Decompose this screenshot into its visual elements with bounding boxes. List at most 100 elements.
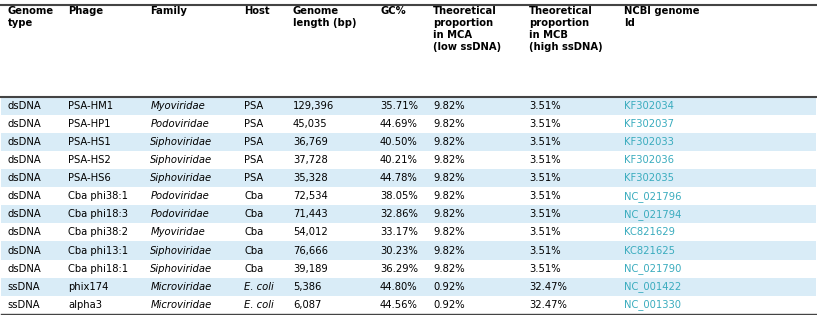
Text: dsDNA: dsDNA <box>8 119 42 129</box>
Text: 3.51%: 3.51% <box>529 155 560 165</box>
Text: E. coli: E. coli <box>244 282 274 292</box>
Text: 44.78%: 44.78% <box>380 173 417 183</box>
Text: Podoviridae: Podoviridae <box>150 119 209 129</box>
Text: 3.51%: 3.51% <box>529 245 560 255</box>
Text: PSA: PSA <box>244 155 263 165</box>
Text: KC821629: KC821629 <box>624 227 676 238</box>
Text: 3.51%: 3.51% <box>529 119 560 129</box>
Text: NC_021790: NC_021790 <box>624 263 681 274</box>
Text: PSA-HP1: PSA-HP1 <box>68 119 110 129</box>
Bar <box>2 296 815 314</box>
Text: Cba: Cba <box>244 245 263 255</box>
Text: 3.51%: 3.51% <box>529 137 560 147</box>
Text: Podoviridae: Podoviridae <box>150 209 209 219</box>
Text: 3.51%: 3.51% <box>529 227 560 238</box>
Text: 6,087: 6,087 <box>292 300 321 310</box>
Text: 32.86%: 32.86% <box>380 209 417 219</box>
Text: Theoretical
proportion
in MCA
(low ssDNA): Theoretical proportion in MCA (low ssDNA… <box>433 6 501 52</box>
Text: Microviridae: Microviridae <box>150 282 212 292</box>
Text: 9.82%: 9.82% <box>433 137 465 147</box>
Text: 3.51%: 3.51% <box>529 173 560 183</box>
Text: 33.17%: 33.17% <box>380 227 417 238</box>
Text: 45,035: 45,035 <box>292 119 328 129</box>
Text: KF302036: KF302036 <box>624 155 674 165</box>
Text: Cba: Cba <box>244 209 263 219</box>
Bar <box>2 115 815 133</box>
Text: NC_001422: NC_001422 <box>624 281 681 292</box>
Text: dsDNA: dsDNA <box>8 209 42 219</box>
Text: 9.82%: 9.82% <box>433 191 465 201</box>
Text: PSA: PSA <box>244 137 263 147</box>
Text: KF302035: KF302035 <box>624 173 674 183</box>
Text: 3.51%: 3.51% <box>529 191 560 201</box>
Text: 35.71%: 35.71% <box>380 101 418 111</box>
Text: Cba: Cba <box>244 227 263 238</box>
Text: 32.47%: 32.47% <box>529 282 567 292</box>
Text: 129,396: 129,396 <box>292 101 334 111</box>
Text: 40.50%: 40.50% <box>380 137 417 147</box>
Text: dsDNA: dsDNA <box>8 155 42 165</box>
Text: 9.82%: 9.82% <box>433 264 465 274</box>
Text: PSA-HM1: PSA-HM1 <box>68 101 114 111</box>
Text: Cba phi38:2: Cba phi38:2 <box>68 227 128 238</box>
Text: PSA: PSA <box>244 101 263 111</box>
Text: Myoviridae: Myoviridae <box>150 101 205 111</box>
Text: NC_001330: NC_001330 <box>624 300 681 310</box>
Text: Family: Family <box>150 6 187 16</box>
Text: Myoviridae: Myoviridae <box>150 227 205 238</box>
Text: Theoretical
proportion
in MCB
(high ssDNA): Theoretical proportion in MCB (high ssDN… <box>529 6 603 52</box>
Text: KF302033: KF302033 <box>624 137 674 147</box>
Text: PSA-HS1: PSA-HS1 <box>68 137 111 147</box>
Text: Phage: Phage <box>68 6 103 16</box>
Text: Cba phi13:1: Cba phi13:1 <box>68 245 128 255</box>
Bar <box>2 97 815 115</box>
Bar <box>2 151 815 169</box>
Bar <box>2 169 815 187</box>
Bar <box>2 187 815 205</box>
Text: Cba: Cba <box>244 264 263 274</box>
Text: 44.69%: 44.69% <box>380 119 417 129</box>
Text: PSA: PSA <box>244 173 263 183</box>
Text: 0.92%: 0.92% <box>433 300 465 310</box>
Text: 9.82%: 9.82% <box>433 155 465 165</box>
Text: PSA: PSA <box>244 119 263 129</box>
Text: 44.56%: 44.56% <box>380 300 417 310</box>
Text: dsDNA: dsDNA <box>8 137 42 147</box>
Text: 9.82%: 9.82% <box>433 173 465 183</box>
Text: Cba phi38:1: Cba phi38:1 <box>68 191 128 201</box>
Text: 71,443: 71,443 <box>292 209 328 219</box>
Text: alpha3: alpha3 <box>68 300 102 310</box>
Text: 30.23%: 30.23% <box>380 245 417 255</box>
Text: KC821625: KC821625 <box>624 245 676 255</box>
Text: 9.82%: 9.82% <box>433 245 465 255</box>
Bar <box>2 223 815 242</box>
Bar <box>2 133 815 151</box>
Text: Siphoviridae: Siphoviridae <box>150 173 212 183</box>
Text: 39,189: 39,189 <box>292 264 328 274</box>
Bar <box>2 278 815 296</box>
Text: Siphoviridae: Siphoviridae <box>150 137 212 147</box>
Text: 76,666: 76,666 <box>292 245 328 255</box>
Text: ssDNA: ssDNA <box>8 300 41 310</box>
Text: dsDNA: dsDNA <box>8 191 42 201</box>
Text: NCBI genome
Id: NCBI genome Id <box>624 6 700 28</box>
Text: ssDNA: ssDNA <box>8 282 41 292</box>
Text: KF302034: KF302034 <box>624 101 674 111</box>
Text: 3.51%: 3.51% <box>529 264 560 274</box>
Text: Siphoviridae: Siphoviridae <box>150 264 212 274</box>
Text: dsDNA: dsDNA <box>8 264 42 274</box>
Text: 40.21%: 40.21% <box>380 155 417 165</box>
Text: 9.82%: 9.82% <box>433 101 465 111</box>
Text: Cba phi18:1: Cba phi18:1 <box>68 264 128 274</box>
Text: Siphoviridae: Siphoviridae <box>150 245 212 255</box>
Text: GC%: GC% <box>380 6 406 16</box>
Text: 9.82%: 9.82% <box>433 119 465 129</box>
Text: 3.51%: 3.51% <box>529 101 560 111</box>
Text: dsDNA: dsDNA <box>8 245 42 255</box>
Text: Podoviridae: Podoviridae <box>150 191 209 201</box>
Text: 38.05%: 38.05% <box>380 191 417 201</box>
Text: Genome
type: Genome type <box>8 6 54 28</box>
Text: 36,769: 36,769 <box>292 137 328 147</box>
Text: PSA-HS2: PSA-HS2 <box>68 155 111 165</box>
Text: dsDNA: dsDNA <box>8 101 42 111</box>
